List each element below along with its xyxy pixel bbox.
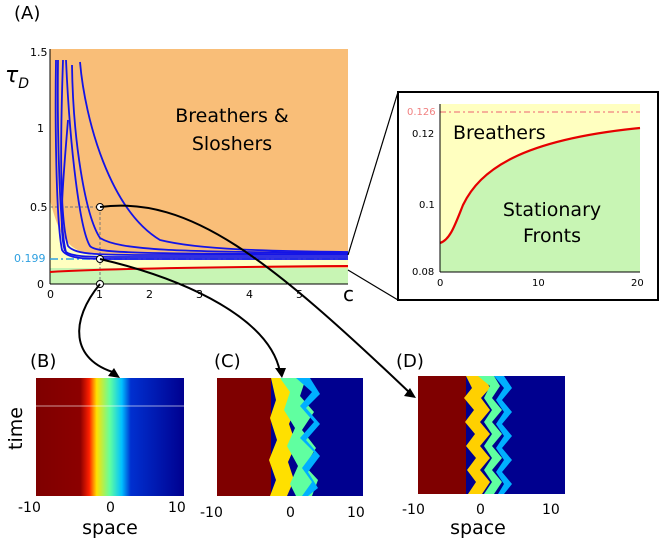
arrowhead-d — [404, 388, 416, 398]
panel-a-label: (A) — [14, 3, 40, 24]
a-xtick-4: 4 — [246, 288, 253, 301]
d-xtick-10: 10 — [542, 502, 560, 518]
inset-xtick-10: 10 — [532, 278, 545, 289]
panel-b-heatmap — [36, 378, 184, 496]
a-ytick-1: 1 — [37, 122, 44, 135]
zoom-line-top — [347, 91, 399, 256]
panel-c-front-cyan — [296, 378, 320, 496]
inset-panel: 0.126 0.12 0.1 0.08 0 10 20 Breathers St… — [397, 91, 659, 301]
a-xtick-3: 3 — [196, 288, 203, 301]
panel-d-front-cyan — [494, 376, 512, 494]
breathers-sloshers-region — [50, 49, 348, 271]
a-ytick-1-5: 1.5 — [30, 46, 48, 59]
d-xtick-neg10: -10 — [402, 502, 425, 518]
a-ytick-0: 0 — [37, 278, 44, 291]
b-xtick-0: 0 — [106, 500, 115, 516]
panel-d: (D) -10 0 10 space — [396, 351, 565, 539]
arrow-to-c — [99, 258, 281, 373]
inset-ytick-0-1: 0.1 — [419, 200, 435, 211]
inset-breathers-label: Breathers — [453, 122, 546, 144]
a-ytick-0-5: 0.5 — [30, 201, 48, 214]
breathers-region — [50, 200, 348, 270]
blue-curve-1 — [54, 59, 348, 260]
b-xlabel: space — [82, 517, 138, 539]
c-xtick-10: 10 — [347, 505, 365, 521]
c-xtick-neg10: -10 — [200, 505, 223, 521]
c-xtick-0: 0 — [286, 505, 295, 521]
inset-stationary-label-2: Fronts — [523, 225, 581, 247]
arrows — [78, 204, 411, 394]
inset-ytick-0-12: 0.12 — [412, 129, 434, 140]
b-xtick-10: 10 — [168, 500, 186, 516]
region-label-line2: Sloshers — [192, 133, 272, 155]
inset-ytick-0-08: 0.08 — [412, 267, 434, 278]
a-xtick-2: 2 — [146, 288, 153, 301]
arrowhead-c — [275, 368, 286, 378]
a-xlabel: c — [343, 282, 354, 306]
panel-d-front-yellow — [464, 376, 490, 494]
zoom-line-bottom — [347, 269, 399, 301]
panel-a: (A) 1.5 1 0.5 0.199 0 0 1 2 3 4 5 τD c B… — [5, 3, 354, 306]
a-xtick-1: 1 — [96, 288, 103, 301]
inset-ytick-0-126: 0.126 — [407, 107, 436, 118]
b-xtick-neg10: -10 — [18, 500, 41, 516]
panel-d-front-green — [478, 376, 502, 494]
d-xtick-0: 0 — [476, 502, 485, 518]
arrow-to-d — [99, 204, 411, 394]
panel-d-label: (D) — [396, 351, 424, 372]
inset-stationary-label-1: Stationary — [503, 199, 601, 221]
a-ytick-0-199: 0.199 — [14, 252, 46, 265]
red-boundary-curve — [49, 265, 349, 273]
time-label: time — [5, 407, 27, 450]
panel-b: (B) -10 0 10 space — [18, 351, 186, 539]
arrow-to-b — [78, 283, 117, 374]
a-xtick-5: 5 — [296, 288, 303, 301]
panel-c: (C) -10 0 10 — [200, 351, 365, 521]
arrowhead-b — [108, 368, 120, 378]
panel-c-front-green — [280, 378, 318, 496]
inset-xtick-0: 0 — [437, 278, 443, 289]
a-xtick-0: 0 — [47, 288, 54, 301]
region-label-line1: Breathers & — [175, 105, 289, 127]
inset-red-curve — [439, 126, 641, 245]
inset-stationary-region — [440, 128, 640, 272]
a-ylabel: τD — [5, 63, 29, 92]
inset-xtick-20: 20 — [631, 278, 644, 289]
d-xlabel: space — [450, 517, 506, 539]
panel-b-label: (B) — [30, 351, 56, 372]
panel-c-label: (C) — [214, 351, 241, 372]
